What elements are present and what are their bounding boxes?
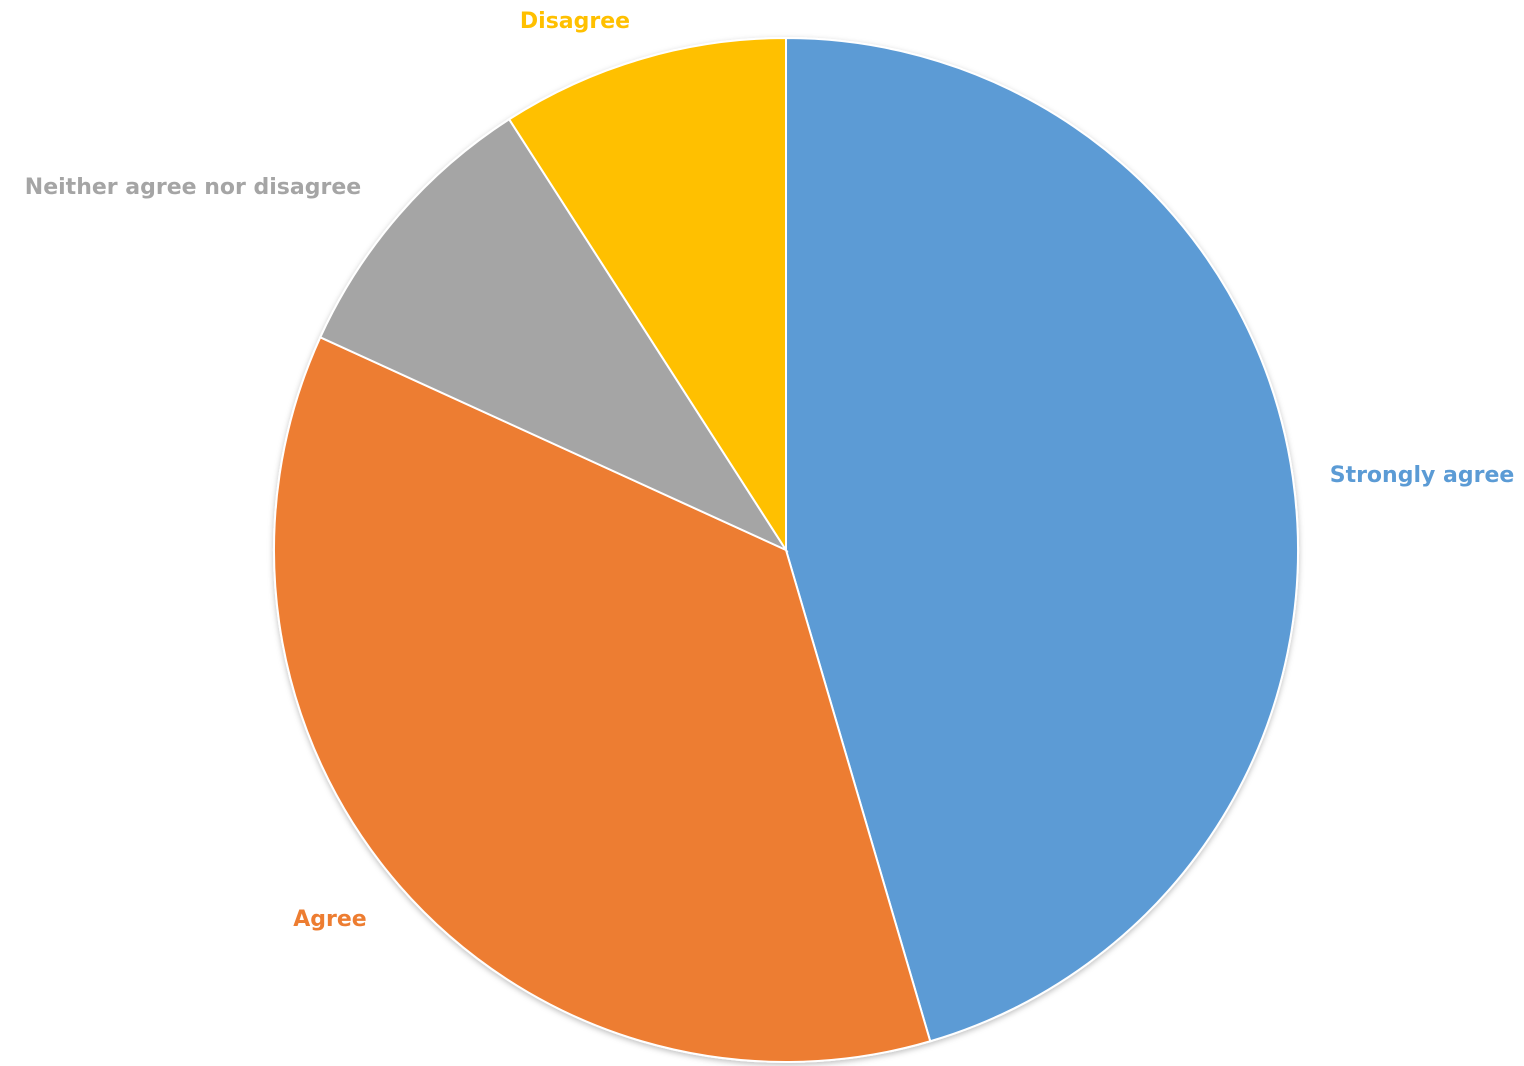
pie-label-agree: Agree	[293, 907, 366, 932]
pie-slices	[273, 36, 1299, 1063]
pie-labels: Strongly agree Agree Neither agree nor dis…	[25, 9, 1514, 932]
pie-label-disagree: Disagree	[520, 9, 630, 34]
pie-label-neither-agree-nor-disagree: Neither agree nor disagree	[25, 175, 361, 200]
pie-slice-agree	[273, 335, 932, 1063]
pie-slice-disagree	[507, 36, 787, 554]
pie-slice-neither-agree-nor-disagree	[318, 117, 789, 553]
pie-slice-strongly-agree	[785, 36, 1299, 1043]
pie-label-strongly-agree: Strongly agree	[1330, 463, 1515, 488]
